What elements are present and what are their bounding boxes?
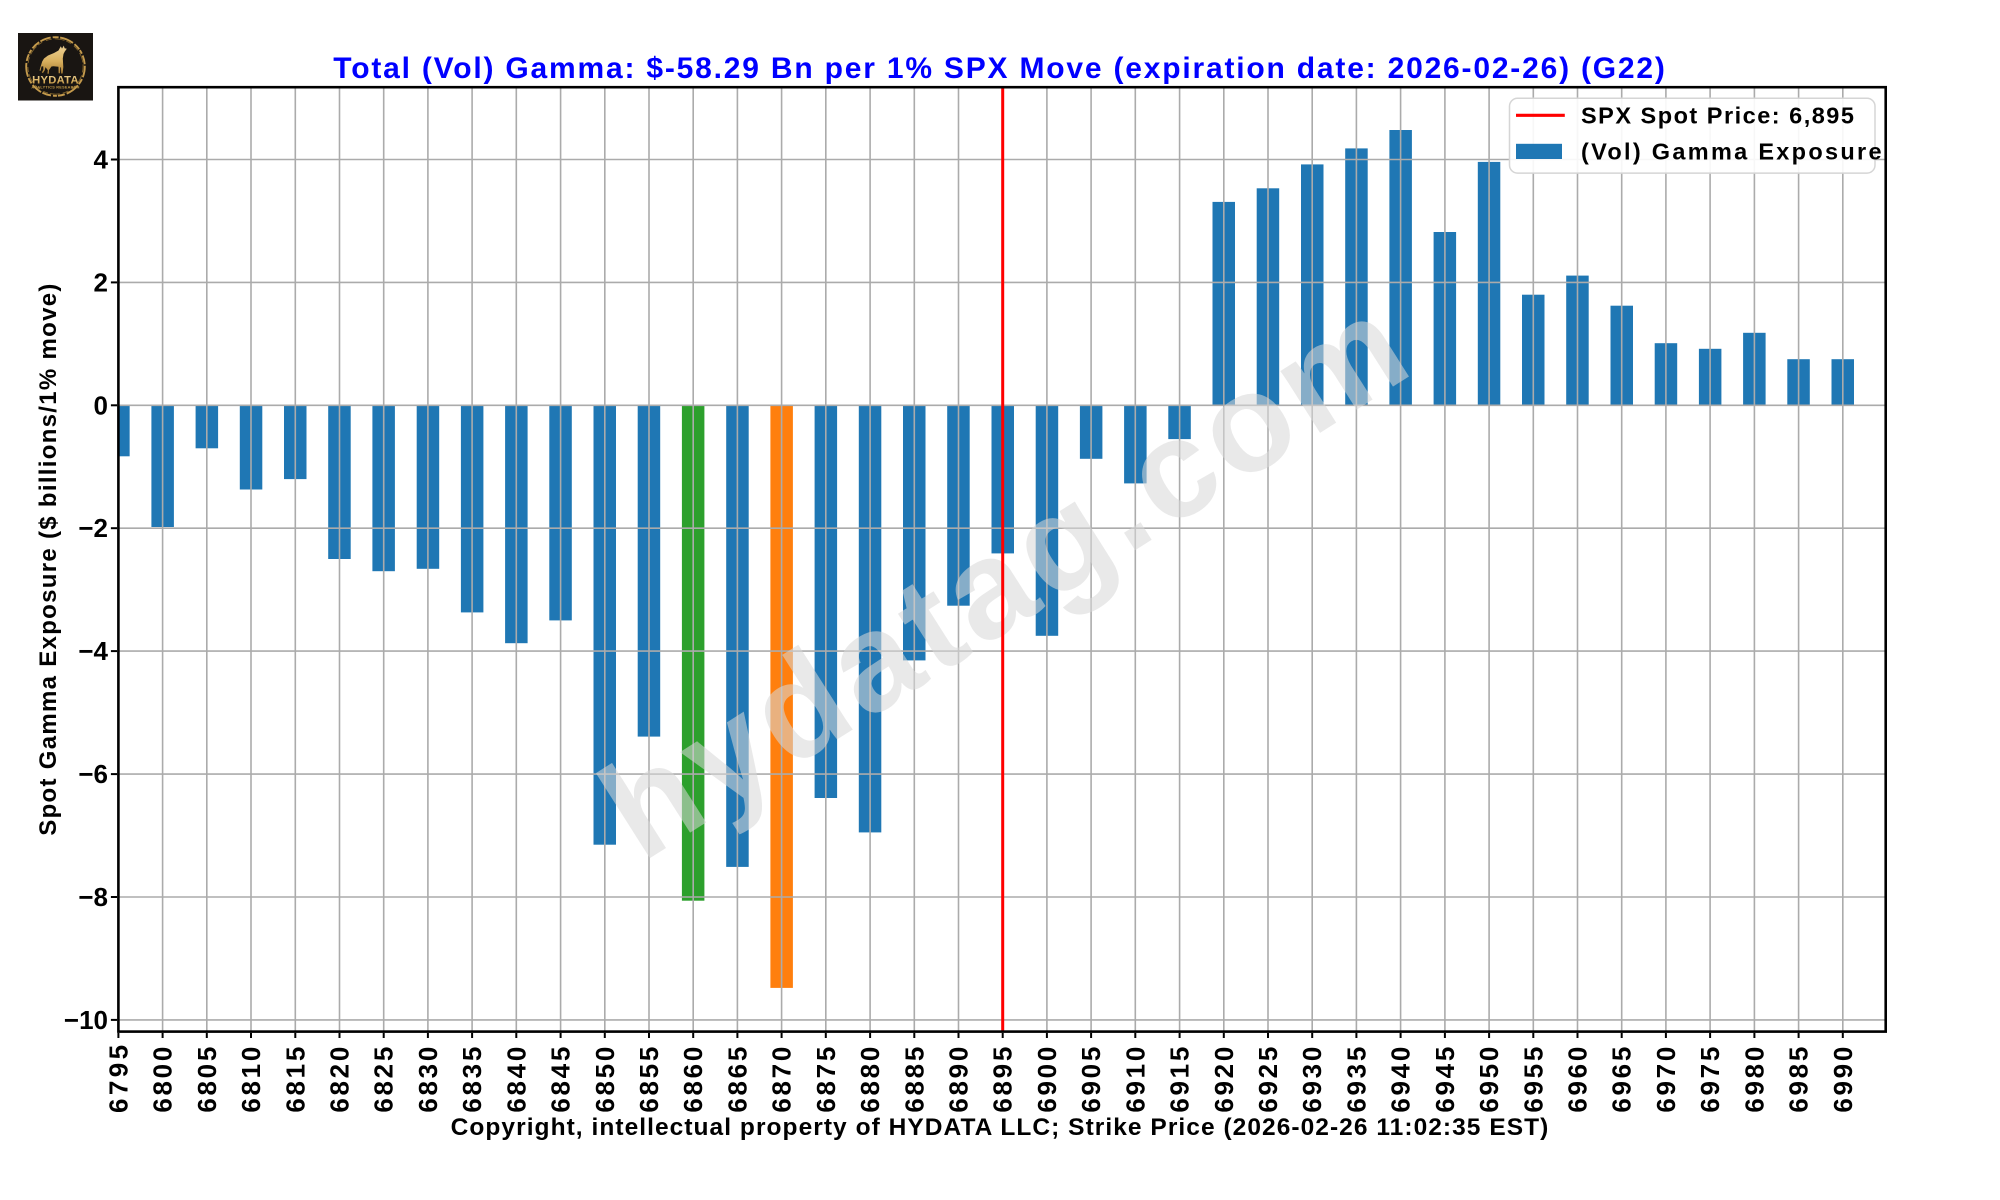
- svg-text:6825: 6825: [369, 1044, 399, 1113]
- svg-text:0: 0: [94, 390, 108, 420]
- svg-text:6975: 6975: [1695, 1044, 1725, 1113]
- svg-text:6885: 6885: [899, 1044, 929, 1113]
- svg-text:6915: 6915: [1165, 1044, 1195, 1113]
- svg-text:(Vol) Gamma Exposure: (Vol) Gamma Exposure: [1581, 138, 1884, 164]
- svg-text:6980: 6980: [1739, 1044, 1769, 1113]
- svg-text:6925: 6925: [1253, 1044, 1283, 1113]
- svg-text:2: 2: [94, 267, 108, 297]
- svg-text:6820: 6820: [325, 1044, 355, 1113]
- svg-text:SPX Spot Price: 6,895: SPX Spot Price: 6,895: [1581, 102, 1855, 128]
- svg-text:4: 4: [94, 145, 109, 175]
- svg-text:−6: −6: [78, 759, 108, 789]
- svg-text:HYDATA: HYDATA: [32, 75, 79, 87]
- svg-text:−8: −8: [78, 882, 108, 912]
- svg-text:6865: 6865: [722, 1044, 752, 1113]
- svg-text:6835: 6835: [457, 1044, 487, 1113]
- svg-text:6965: 6965: [1607, 1044, 1637, 1113]
- svg-text:6815: 6815: [280, 1044, 310, 1113]
- svg-text:6880: 6880: [855, 1044, 885, 1113]
- svg-text:6875: 6875: [811, 1044, 841, 1113]
- svg-text:6935: 6935: [1341, 1044, 1371, 1113]
- svg-text:6810: 6810: [236, 1044, 266, 1113]
- svg-text:6800: 6800: [148, 1044, 178, 1113]
- svg-text:6870: 6870: [767, 1044, 797, 1113]
- svg-text:6985: 6985: [1784, 1044, 1814, 1113]
- svg-text:6950: 6950: [1474, 1044, 1504, 1113]
- svg-text:6805: 6805: [192, 1044, 222, 1113]
- svg-text:6840: 6840: [501, 1044, 531, 1113]
- svg-text:6940: 6940: [1386, 1044, 1416, 1113]
- svg-text:6920: 6920: [1209, 1044, 1239, 1113]
- svg-text:6850: 6850: [590, 1044, 620, 1113]
- svg-text:6845: 6845: [546, 1044, 576, 1113]
- svg-text:−10: −10: [64, 1005, 108, 1035]
- svg-text:6990: 6990: [1828, 1044, 1858, 1113]
- svg-text:6900: 6900: [1032, 1044, 1062, 1113]
- svg-text:6890: 6890: [944, 1044, 974, 1113]
- svg-text:6855: 6855: [634, 1044, 664, 1113]
- svg-text:6860: 6860: [678, 1044, 708, 1113]
- svg-text:6955: 6955: [1518, 1044, 1548, 1113]
- svg-text:−4: −4: [78, 636, 108, 666]
- svg-text:6960: 6960: [1563, 1044, 1593, 1113]
- svg-text:Copyright, intellectual proper: Copyright, intellectual property of HYDA…: [451, 1114, 1550, 1141]
- svg-text:6945: 6945: [1430, 1044, 1460, 1113]
- svg-text:Spot Gamma Exposure ($ billion: Spot Gamma Exposure ($ billions/1% move): [35, 282, 62, 835]
- svg-text:6795: 6795: [103, 1042, 133, 1113]
- svg-text:ANALYTICS RESEARCH: ANALYTICS RESEARCH: [31, 86, 79, 90]
- svg-text:6910: 6910: [1120, 1044, 1150, 1113]
- svg-text:Total (Vol) Gamma: $-58.29 Bn: Total (Vol) Gamma: $-58.29 Bn per 1% SPX…: [333, 52, 1666, 85]
- svg-text:−2: −2: [78, 513, 108, 543]
- svg-text:6930: 6930: [1297, 1044, 1327, 1113]
- svg-text:6970: 6970: [1651, 1044, 1681, 1113]
- svg-text:6895: 6895: [988, 1044, 1018, 1113]
- svg-text:6830: 6830: [413, 1044, 443, 1113]
- svg-text:6905: 6905: [1076, 1044, 1106, 1113]
